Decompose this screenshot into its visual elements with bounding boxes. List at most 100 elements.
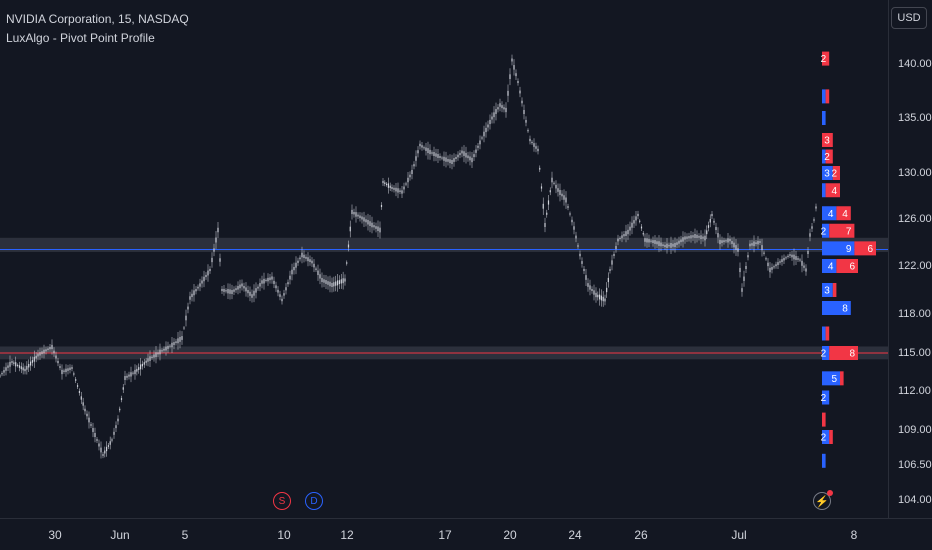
time-label: 10: [277, 528, 291, 542]
candle-body: [199, 283, 201, 287]
candle-body: [413, 164, 415, 167]
candle-body: [175, 341, 177, 344]
candle-body: [519, 90, 521, 94]
candle-body: [807, 250, 809, 255]
lightning-icon[interactable]: ⚡: [813, 490, 833, 510]
time-scale[interactable]: 30 Jun 5 10 12 17 20 24 26 Jul 8: [0, 518, 932, 550]
profile-bar-up: [822, 241, 855, 256]
candle-body: [455, 157, 457, 159]
candle-body: [627, 229, 629, 235]
candle-body: [24, 368, 26, 372]
candle-body: [481, 137, 483, 139]
candle-body: [55, 355, 57, 359]
candle-body: [279, 294, 281, 297]
candle-body: [351, 209, 353, 215]
candle-body: [5, 367, 7, 371]
candle-body: [779, 261, 781, 263]
candle-body: [595, 292, 597, 298]
candle-body: [344, 278, 346, 282]
profile-label-down: 2: [824, 152, 830, 163]
candle-body: [389, 185, 391, 188]
candle-body: [22, 367, 24, 371]
profile-bar-down: [840, 371, 844, 386]
candle-body: [567, 206, 569, 208]
candle-body: [747, 255, 749, 258]
candle-body: [18, 365, 21, 368]
candle-body: [233, 289, 235, 292]
candle-body: [727, 238, 729, 243]
candle-body: [347, 244, 350, 248]
candle-body: [621, 235, 623, 239]
candle-body: [615, 246, 617, 249]
candle-body: [113, 431, 115, 435]
candle-body: [117, 418, 119, 422]
candle-body: [469, 156, 471, 161]
symbol-title[interactable]: NVIDIA Corporation, 15, NASDAQ: [6, 12, 189, 26]
profile-label-up: 2: [821, 393, 827, 404]
candle-body: [719, 239, 721, 245]
candle-body: [51, 344, 53, 350]
indicator-title[interactable]: LuxAlgo - Pivot Point Profile: [6, 31, 155, 45]
profile-bar-down: [836, 206, 851, 221]
candle-body: [793, 254, 795, 260]
candle-body: [128, 374, 130, 377]
candle-body: [263, 278, 265, 284]
candle-body: [9, 361, 11, 367]
candle-body: [507, 90, 509, 96]
candle-body: [797, 258, 799, 260]
candle-body: [365, 219, 367, 223]
candle-body: [561, 193, 563, 197]
candle-body: [443, 156, 445, 161]
split-marker[interactable]: S: [273, 492, 291, 510]
candle-body: [277, 289, 279, 293]
price-label: 122.00: [898, 260, 932, 272]
candle-body: [336, 280, 339, 286]
candle-body: [581, 261, 583, 264]
price-label: 140.00: [898, 58, 932, 70]
candle-body: [513, 65, 515, 70]
candle-body: [151, 356, 153, 358]
candle-body: [281, 298, 283, 302]
candle-body: [465, 152, 467, 158]
candle-body: [104, 450, 106, 454]
candle-body: [359, 215, 361, 219]
candle-body: [301, 252, 303, 258]
profile-bar-down: [825, 149, 833, 164]
candle-body: [660, 242, 662, 247]
candle-body: [1, 373, 3, 375]
candle-body: [231, 290, 233, 294]
candle-body: [102, 454, 104, 456]
price-label: 104.00: [898, 494, 932, 506]
candle-body: [229, 289, 231, 294]
candle-body: [75, 379, 77, 381]
candle-body: [427, 148, 429, 154]
candle-body: [555, 184, 557, 189]
candle-body: [656, 241, 658, 245]
candle-body: [311, 260, 313, 264]
candle-body: [415, 156, 417, 161]
profile-label-up: 3: [824, 286, 830, 297]
candle-body: [373, 225, 375, 228]
profile-bar-up: [822, 183, 826, 198]
candle-body: [680, 239, 682, 243]
candle-body: [346, 262, 348, 264]
candle-body: [67, 368, 69, 371]
candle-body: [39, 352, 41, 356]
candle-body: [107, 445, 109, 447]
profile-bar-up: [822, 149, 826, 164]
candle-body: [183, 327, 185, 329]
candle-body: [759, 241, 761, 243]
currency-button[interactable]: USD: [891, 7, 927, 29]
dividend-marker[interactable]: D: [305, 492, 323, 510]
candle-body: [775, 264, 777, 267]
candle-body: [801, 260, 803, 266]
candle-body: [547, 200, 550, 205]
candle-body: [255, 288, 257, 293]
candle-body: [149, 356, 151, 361]
candle-body: [319, 274, 321, 279]
candle-body: [179, 336, 181, 342]
candle-body: [80, 396, 82, 400]
price-scale[interactable]: 140.00 135.00 130.00 126.00 122.00 118.0…: [888, 0, 932, 518]
